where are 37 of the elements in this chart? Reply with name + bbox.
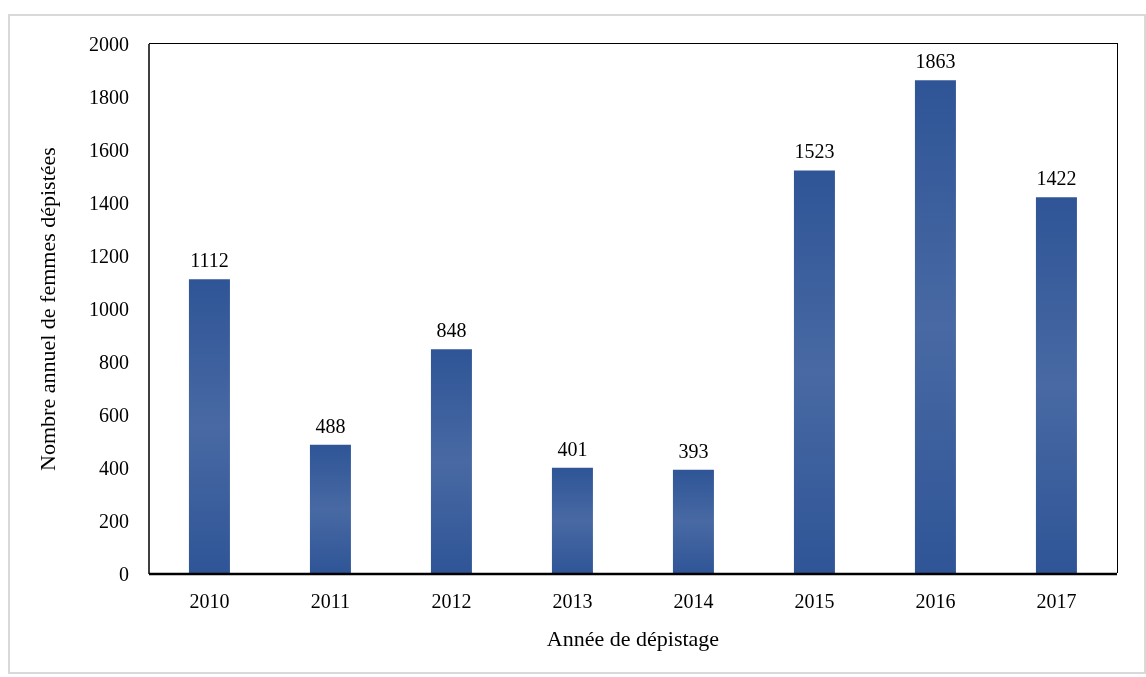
data-label: 401 — [557, 437, 588, 460]
x-tick-label: 2016 — [915, 590, 956, 613]
bar — [793, 170, 835, 574]
bar — [430, 349, 472, 574]
y-tick-label: 1000 — [89, 298, 129, 321]
bar — [188, 279, 230, 574]
y-tick-label: 600 — [99, 404, 129, 427]
data-label: 1863 — [915, 50, 956, 73]
y-tick-label: 800 — [99, 351, 129, 374]
y-tick-label: 2000 — [89, 33, 129, 56]
bar — [551, 467, 593, 574]
data-label: 1112 — [190, 249, 229, 272]
bar — [672, 469, 714, 574]
x-tick-label: 2011 — [310, 590, 351, 613]
x-tick-label: 2014 — [673, 590, 714, 613]
y-tick-label: 1200 — [89, 245, 129, 268]
bar — [1035, 197, 1077, 574]
y-tick-label: 0 — [119, 563, 129, 586]
x-tick-label: 2012 — [431, 590, 472, 613]
x-axis-title: Année de dépistage — [546, 626, 720, 651]
y-axis-title: Nombre annuel de femmes dépistées — [35, 147, 61, 471]
y-tick-label: 1800 — [89, 86, 129, 109]
y-tick-label: 200 — [99, 510, 129, 533]
data-label: 1422 — [1036, 167, 1077, 190]
x-tick-label: 2015 — [794, 590, 835, 613]
data-label: 393 — [678, 439, 709, 462]
x-tick-label: 2017 — [1036, 590, 1077, 613]
x-tick-label: 2010 — [189, 590, 230, 613]
data-label: 1523 — [794, 140, 835, 163]
bar — [914, 80, 956, 574]
y-tick-label: 400 — [99, 457, 129, 480]
x-tick-label: 2013 — [552, 590, 593, 613]
bar — [309, 444, 351, 574]
data-label: 488 — [315, 414, 346, 437]
y-tick-label: 1400 — [89, 192, 129, 215]
y-tick-label: 1600 — [89, 139, 129, 162]
data-label: 848 — [436, 319, 467, 342]
